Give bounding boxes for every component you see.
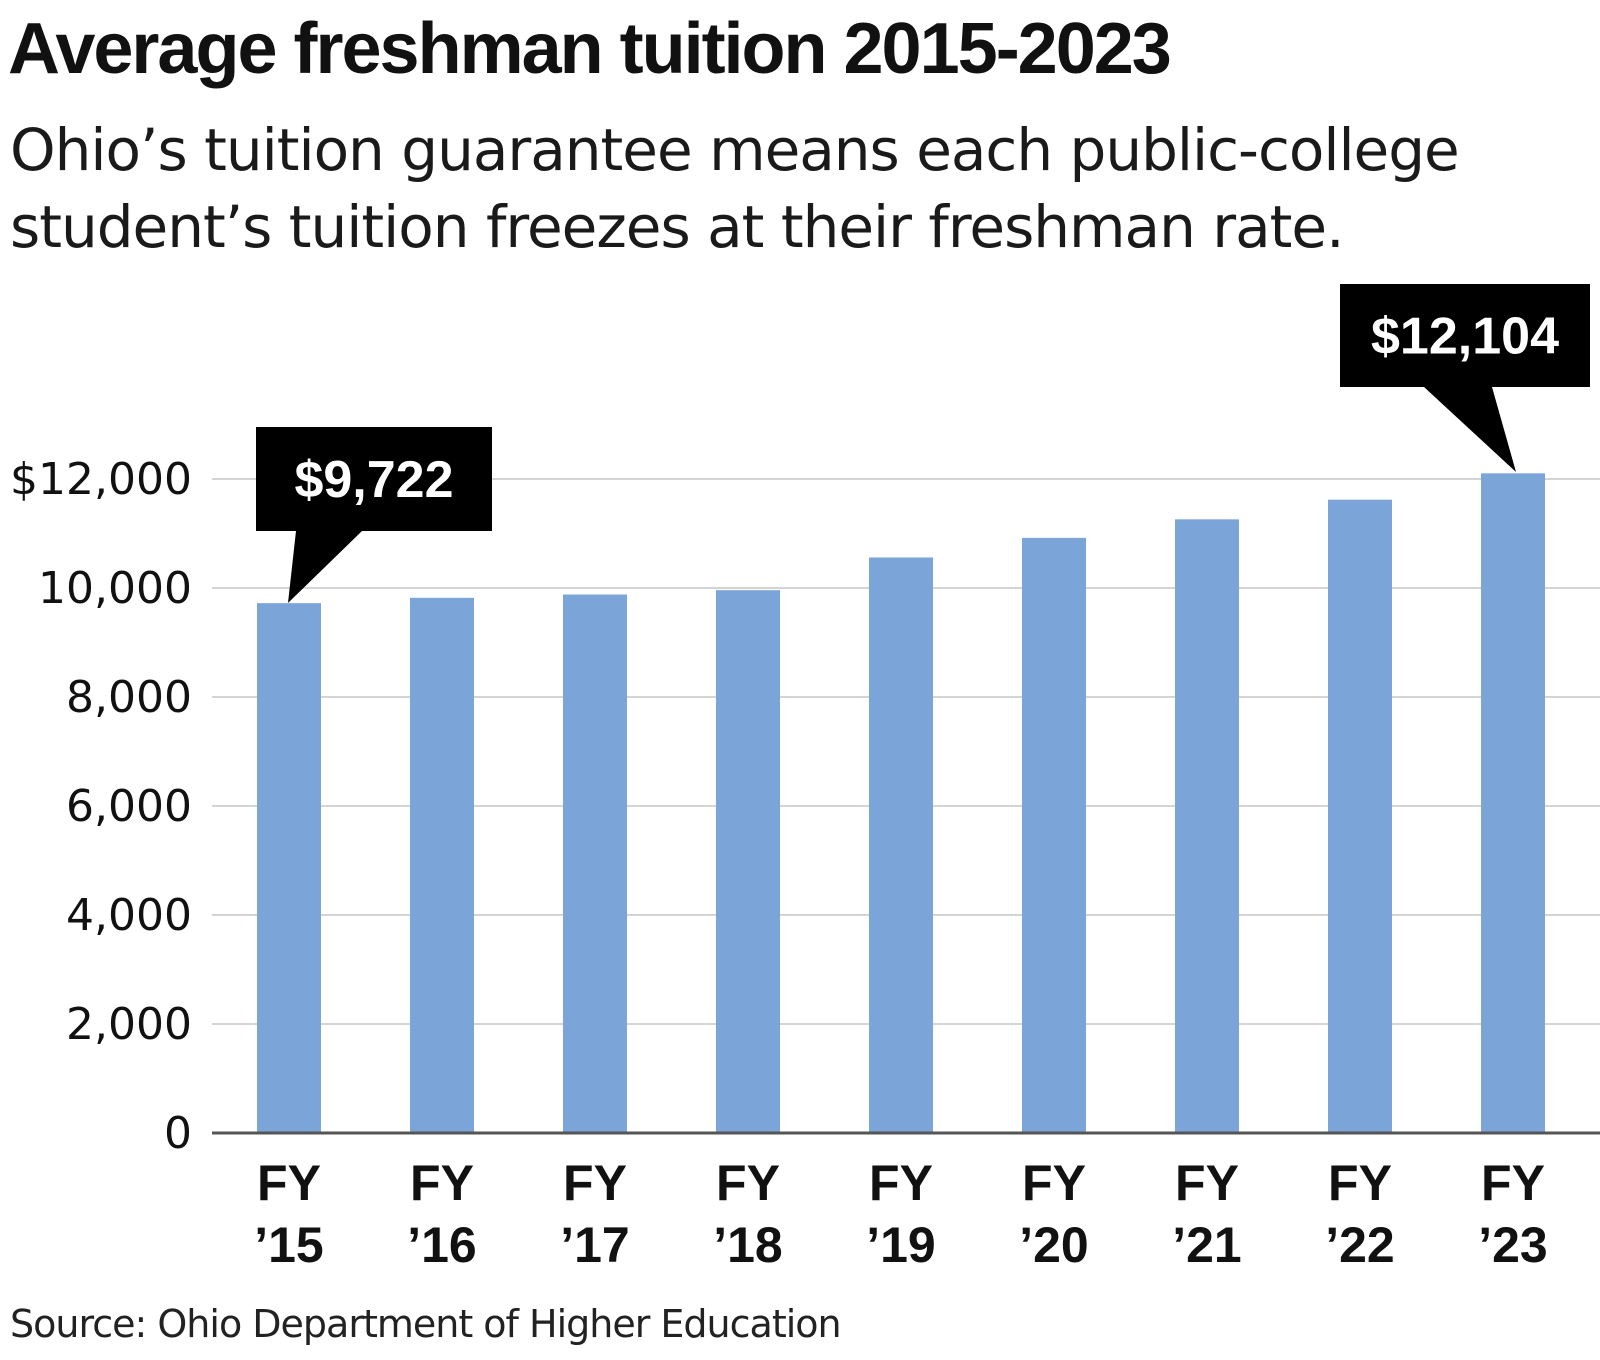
y-tick-label: $12,000	[10, 454, 192, 505]
x-tick-label: FY ’23	[1478, 1155, 1548, 1273]
x-tick-label: FY ’16	[407, 1155, 477, 1273]
y-tick-label: 0	[164, 1108, 192, 1159]
x-tick-label: FY ’20	[1019, 1155, 1089, 1273]
value-callout: $9,722	[256, 427, 492, 603]
bar	[869, 557, 933, 1133]
bar	[563, 594, 627, 1133]
bar	[716, 590, 780, 1133]
y-tick-label: 2,000	[66, 999, 192, 1050]
y-tick-label: 6,000	[66, 781, 192, 832]
chart-subtitle: Ohio’s tuition guarantee means each publ…	[10, 116, 1460, 261]
x-tick-label: FY ’22	[1325, 1155, 1395, 1273]
chart-source: Source: Ohio Department of Higher Educat…	[10, 1302, 842, 1346]
callout-pointer	[288, 531, 362, 603]
bar	[1481, 473, 1545, 1133]
y-tick-label: 10,000	[38, 563, 192, 614]
x-tick-label: FY ’21	[1172, 1155, 1242, 1273]
bar	[410, 597, 474, 1133]
bar	[1328, 499, 1392, 1134]
value-callout: $12,104	[1340, 284, 1590, 472]
x-tick-label: FY ’18	[713, 1155, 783, 1273]
data-label: $12,104	[1371, 308, 1559, 366]
callout-box	[256, 427, 492, 531]
bar	[257, 603, 321, 1133]
y-tick-label: 4,000	[66, 890, 192, 941]
data-label: $9,722	[294, 451, 453, 509]
x-tick-label: FY ’19	[866, 1155, 936, 1273]
x-tick-label: FY ’15	[254, 1155, 324, 1273]
callout-pointer	[1424, 387, 1516, 472]
callout-box	[1340, 284, 1590, 387]
x-tick-label: FY ’17	[560, 1155, 630, 1273]
bar	[1175, 519, 1239, 1133]
bar	[1022, 537, 1086, 1133]
y-tick-label: 8,000	[66, 672, 192, 723]
chart-title: Average freshman tuition 2015-2023	[8, 9, 1172, 89]
